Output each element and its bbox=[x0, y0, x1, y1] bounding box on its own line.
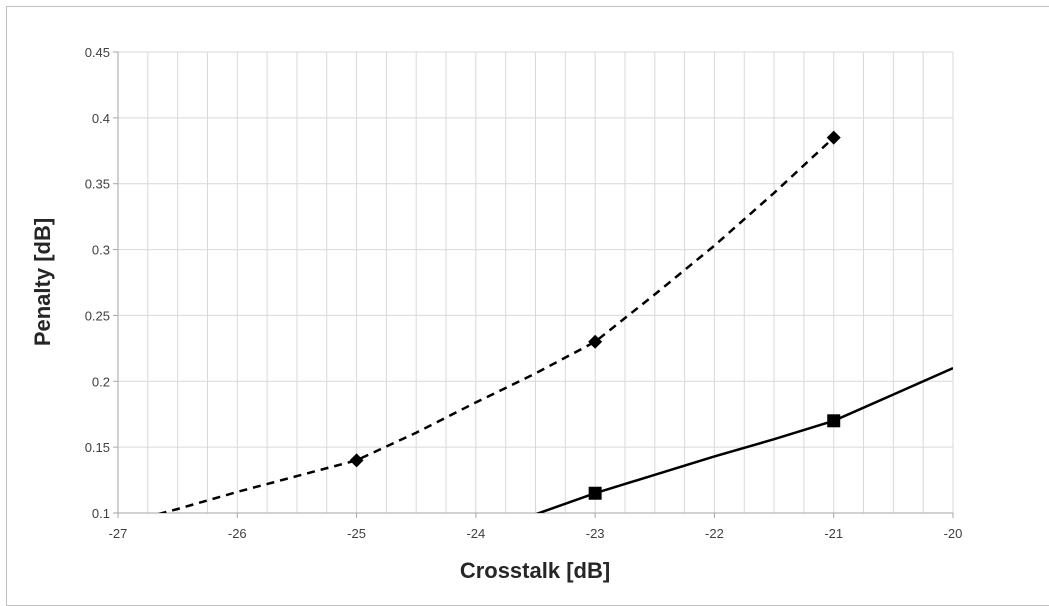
y-tick-label: 0.4 bbox=[92, 111, 110, 126]
x-tick-label: -22 bbox=[705, 526, 724, 541]
series-layer bbox=[157, 136, 953, 513]
series-2-point bbox=[588, 486, 602, 500]
y-tick-label: 0.1 bbox=[92, 506, 110, 521]
grid bbox=[117, 51, 954, 514]
series-2-point bbox=[827, 414, 841, 428]
x-axis-title: Crosstalk [dB] bbox=[460, 558, 610, 583]
chart: -27 -26 -25 -24 -23 -22 -21 -20 0.10.150.20.250… bbox=[30, 45, 963, 583]
x-tick-label: -20 bbox=[944, 526, 963, 541]
x-tick-labels: -27 -26 -25 -24 -23 -22 -21 -20 bbox=[109, 526, 963, 541]
series-1-point bbox=[588, 334, 603, 349]
x-tick-label: -26 bbox=[228, 526, 247, 541]
y-tick-label: 0.15 bbox=[85, 440, 110, 455]
x-tick-label: -25 bbox=[347, 526, 366, 541]
series-1-point bbox=[826, 130, 841, 145]
y-tick-label: 0.45 bbox=[85, 45, 110, 60]
x-tick-label: -23 bbox=[586, 526, 605, 541]
marker-layer bbox=[349, 130, 841, 500]
series-2-line bbox=[535, 366, 953, 513]
x-tick-label: -27 bbox=[109, 526, 128, 541]
x-tick-label: -24 bbox=[466, 526, 485, 541]
x-tick-label: -21 bbox=[824, 526, 843, 541]
y-axis-title: Penalty [dB] bbox=[30, 218, 55, 346]
y-tick-label: 0.2 bbox=[92, 374, 110, 389]
series-1-point bbox=[349, 453, 364, 468]
y-tick-label: 0.25 bbox=[85, 308, 110, 323]
y-tick-labels: 0.1 0.15 0.2 0.25 0.3 0.35 0.4 0.45 bbox=[85, 45, 110, 521]
axes bbox=[113, 51, 954, 518]
series-1-line bbox=[157, 136, 835, 513]
y-tick-label: 0.3 bbox=[92, 243, 110, 258]
y-tick-label: 0.35 bbox=[85, 177, 110, 192]
